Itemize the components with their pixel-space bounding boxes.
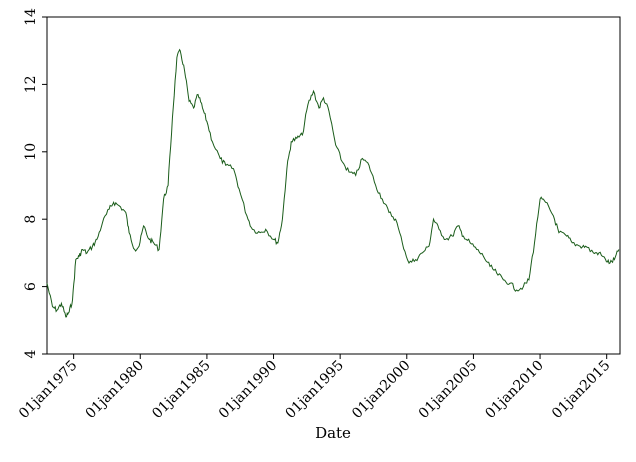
x-tick-label: 01jan1990: [216, 358, 280, 422]
x-tick-label: 01jan1980: [83, 358, 147, 422]
x-tick-label: 01jan1995: [283, 358, 347, 422]
y-tick-label: 12: [23, 75, 39, 93]
plot-frame: [46, 16, 621, 355]
y-tick-label: 6: [23, 282, 39, 291]
x-tick-label: 01jan2005: [416, 358, 480, 422]
y-tick-label: 14: [23, 8, 39, 26]
x-tick-label: 01jan2015: [549, 358, 613, 422]
x-tick-label: 01jan1985: [149, 358, 213, 422]
x-tick-label: 01jan2010: [482, 358, 546, 422]
x-axis-ticks: 01jan1975 01jan1980 01jan1985 01jan1990 01ja…: [16, 354, 614, 422]
series-line: [46, 48, 620, 318]
y-tick-label: 10: [23, 143, 39, 161]
x-tick-label: 01jan2000: [349, 358, 413, 422]
y-axis-ticks: 4 6 8 10 12 14: [23, 8, 47, 358]
y-tick-label: 8: [23, 215, 39, 224]
y-tick-label: 4: [23, 349, 39, 358]
x-axis-title: Date: [315, 424, 351, 442]
x-tick-label: 01jan1975: [16, 358, 80, 422]
